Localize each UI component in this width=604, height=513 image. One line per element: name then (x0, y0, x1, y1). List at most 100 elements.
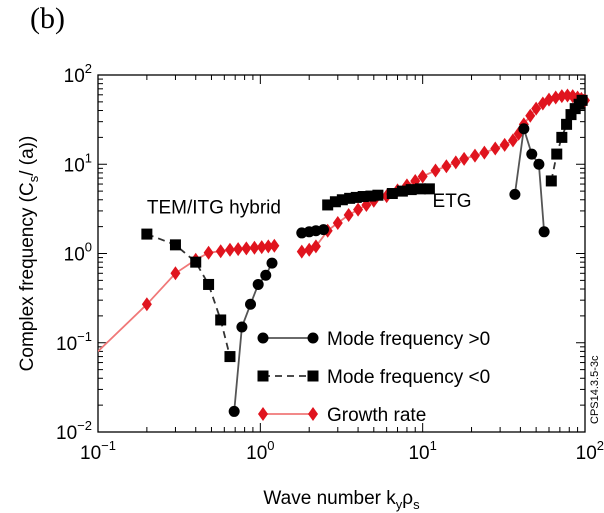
legend-marker (257, 332, 269, 344)
data-point (263, 239, 274, 254)
data-point (509, 188, 521, 200)
legend-entry: Mode frequency >0 (257, 329, 490, 350)
data-point (332, 215, 343, 230)
legend-label: Mode frequency <0 (327, 367, 490, 388)
data-point (322, 199, 334, 211)
data-point (245, 298, 257, 310)
data-point (266, 257, 278, 269)
data-point (526, 148, 538, 160)
data-point (551, 148, 563, 160)
data-point (224, 242, 235, 257)
panel-label: (b) (30, 2, 65, 35)
data-point (344, 192, 356, 204)
data-point (386, 188, 398, 200)
series-square (141, 94, 588, 363)
data-point (417, 169, 428, 184)
data-point (249, 240, 260, 255)
data-point (252, 278, 264, 290)
data-point (236, 321, 248, 333)
annotation: TEM/ITG hybrid (147, 198, 281, 219)
data-point (215, 244, 226, 259)
data-point (365, 190, 377, 202)
data-point (396, 185, 408, 197)
legend-entry: Mode frequency <0 (257, 367, 490, 388)
series-line (514, 128, 545, 232)
figure-id-label: CPS14.3.5-3c (589, 355, 601, 424)
data-point (576, 94, 588, 106)
data-point (353, 202, 364, 217)
data-point (415, 183, 427, 195)
x-tick-label: 101 (408, 438, 436, 464)
legend-marker (308, 407, 318, 421)
data-point (550, 90, 561, 105)
data-point (405, 184, 417, 196)
data-point (423, 183, 435, 195)
data-point (260, 269, 272, 281)
data-point (556, 89, 567, 104)
data-point (459, 151, 470, 166)
data-point (343, 208, 354, 223)
data-point (518, 123, 530, 135)
data-point (329, 196, 341, 208)
data-point (203, 278, 215, 290)
data-point (190, 256, 202, 268)
legend-marker (258, 407, 268, 421)
annotation: ETG (433, 191, 472, 212)
legend: Mode frequency >0 Mode frequency <0 Growth… (257, 329, 490, 426)
y-tick-label: 101 (64, 150, 92, 176)
series-circle (228, 123, 550, 417)
data-point (310, 239, 321, 254)
data-point (170, 266, 181, 281)
legend-marker (257, 370, 269, 382)
data-point (336, 194, 348, 206)
data-point (141, 228, 153, 240)
data-point (430, 163, 441, 178)
data-point (507, 133, 518, 148)
data-point (224, 351, 236, 363)
data-point (479, 145, 490, 160)
y-tick-label: 100 (64, 240, 92, 266)
data-point (538, 226, 550, 238)
y-tick-label: 10−1 (56, 329, 92, 355)
x-tick-label: 100 (246, 438, 274, 464)
data-point (169, 239, 181, 251)
series-line (98, 244, 275, 353)
data-point (531, 101, 542, 116)
data-point (350, 191, 362, 203)
data-point (357, 191, 369, 203)
data-point (241, 241, 252, 256)
legend-marker (307, 332, 319, 344)
data-point (490, 141, 501, 156)
x-axis-label: Wave number kyρs (263, 488, 420, 512)
data-point (561, 118, 573, 130)
data-point (441, 159, 452, 174)
data-point (228, 405, 240, 417)
plot-area (98, 88, 590, 417)
data-point (543, 92, 554, 107)
y-tick-label: 102 (64, 61, 92, 87)
y-tick-label: 10−2 (56, 418, 92, 444)
data-point (269, 238, 280, 253)
y-axis-label: Complex frequency (Cs/ (a)) (17, 136, 41, 372)
data-point (215, 314, 227, 326)
data-point (499, 137, 510, 152)
data-point (141, 297, 152, 312)
data-point (450, 155, 461, 170)
data-point (556, 131, 568, 143)
data-point (256, 240, 267, 255)
data-point (565, 109, 577, 121)
legend-marker (307, 370, 319, 382)
data-point (545, 175, 557, 187)
legend-label: Mode frequency >0 (327, 329, 490, 350)
data-point (203, 245, 214, 260)
x-tick-label: 102 (576, 438, 604, 464)
data-point (296, 244, 307, 259)
data-point (533, 158, 545, 170)
legend-entry: Growth rate (258, 405, 426, 426)
data-point (525, 108, 536, 123)
data-point (372, 189, 384, 201)
legend-label: Growth rate (327, 405, 426, 426)
data-point (318, 224, 330, 236)
data-point (233, 242, 244, 257)
